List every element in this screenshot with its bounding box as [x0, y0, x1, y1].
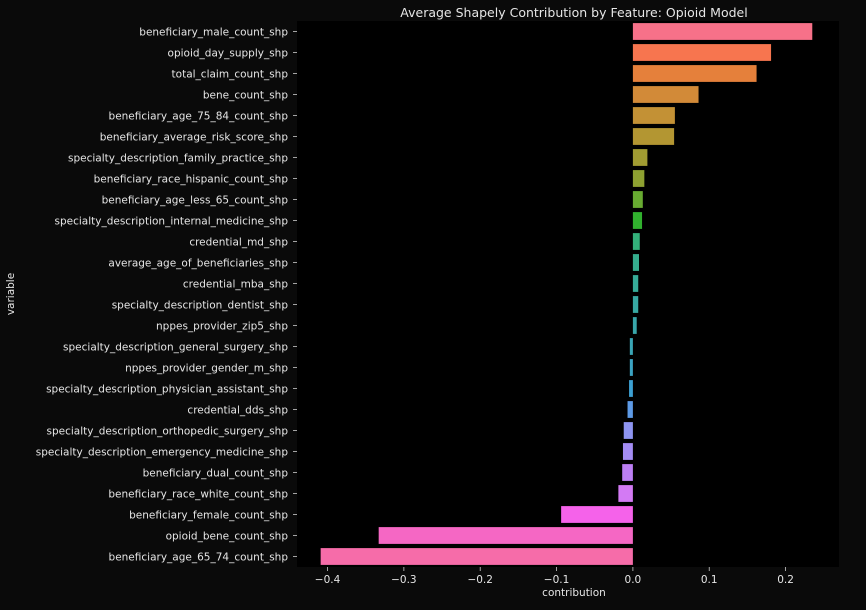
- plot-area: [297, 21, 839, 567]
- y-tick-label: beneficiary_age_65_74_count_shp: [109, 552, 289, 564]
- y-tick-label: credential_dds_shp: [187, 405, 288, 417]
- bar: [632, 128, 675, 145]
- x-tick-label: −0.4: [315, 574, 341, 586]
- bar: [378, 527, 633, 544]
- bar: [623, 422, 633, 439]
- bar: [561, 506, 633, 523]
- x-tick-label: 0.1: [701, 574, 718, 586]
- y-tick-labels: beneficiary_male_count_shp opioid_day_sup…: [36, 27, 297, 564]
- y-tick-label: nppes_provider_zip5_shp: [156, 321, 288, 333]
- bar: [629, 380, 633, 397]
- bar: [622, 464, 633, 481]
- x-tick-label: −0.1: [544, 574, 570, 586]
- y-tick-label: bene_count_shp: [203, 90, 288, 102]
- bars-group: [320, 23, 813, 565]
- bar: [632, 86, 699, 103]
- bar: [629, 359, 633, 376]
- bar: [632, 191, 643, 208]
- bar: [632, 317, 637, 334]
- y-tick-label: specialty_description_emergency_medicine…: [36, 447, 289, 459]
- y-tick-label: specialty_description_general_surgery_sh…: [63, 342, 288, 354]
- y-tick-label: total_claim_count_shp: [172, 69, 289, 81]
- y-axis-label: variable: [5, 273, 17, 315]
- bar: [632, 44, 772, 61]
- y-tick-label: specialty_description_physician_assistan…: [46, 384, 288, 396]
- bar: [632, 254, 639, 271]
- bar: [632, 296, 639, 313]
- y-tick-label: specialty_description_orthopedic_surgery…: [47, 426, 289, 438]
- bar: [632, 275, 639, 292]
- chart-title: Average Shapely Contribution by Feature:…: [400, 5, 747, 20]
- bar: [632, 212, 643, 229]
- y-tick-label: specialty_description_internal_medicine_…: [54, 216, 288, 228]
- bar: [320, 548, 633, 565]
- y-tick-label: credential_md_shp: [189, 237, 288, 249]
- y-tick-label: beneficiary_race_white_count_shp: [108, 489, 288, 501]
- bar: [632, 65, 757, 82]
- y-tick-label: specialty_description_dentist_shp: [112, 300, 289, 312]
- x-tick-label: 0.2: [777, 574, 794, 586]
- x-tick-label: −0.3: [391, 574, 417, 586]
- x-axis-label: contribution: [542, 587, 606, 599]
- bar: [629, 338, 633, 355]
- bar: [632, 23, 813, 40]
- bar: [632, 170, 645, 187]
- bar: [627, 401, 633, 418]
- y-tick-label: opioid_bene_count_shp: [166, 531, 289, 543]
- bar: [632, 149, 648, 166]
- x-tick-label: −0.2: [467, 574, 493, 586]
- y-tick-label: beneficiary_age_75_84_count_shp: [109, 111, 289, 123]
- y-tick-label: beneficiary_race_hispanic_count_shp: [94, 174, 289, 186]
- y-tick-label: average_age_of_beneficiaries_shp: [108, 258, 288, 270]
- bar: [618, 485, 633, 502]
- x-tick-label: 0.0: [625, 574, 642, 586]
- y-tick-label: specialty_description_family_practice_sh…: [68, 153, 288, 165]
- y-tick-label: beneficiary_female_count_shp: [129, 510, 288, 522]
- y-tick-label: beneficiary_male_count_shp: [139, 27, 288, 39]
- y-tick-label: opioid_day_supply_shp: [168, 48, 289, 60]
- bar: [632, 233, 640, 250]
- bar: [632, 107, 675, 124]
- y-tick-label: beneficiary_age_less_65_count_shp: [102, 195, 289, 207]
- y-tick-label: beneficiary_average_risk_score_shp: [100, 132, 289, 144]
- bar: [622, 443, 633, 460]
- y-tick-label: beneficiary_dual_count_shp: [143, 468, 289, 480]
- x-axis: −0.4 −0.3 −0.2 −0.1 0.0 0.1 0.2: [315, 567, 794, 586]
- y-tick-label: nppes_provider_gender_m_shp: [125, 363, 288, 375]
- y-tick-label: credential_mba_shp: [183, 279, 288, 291]
